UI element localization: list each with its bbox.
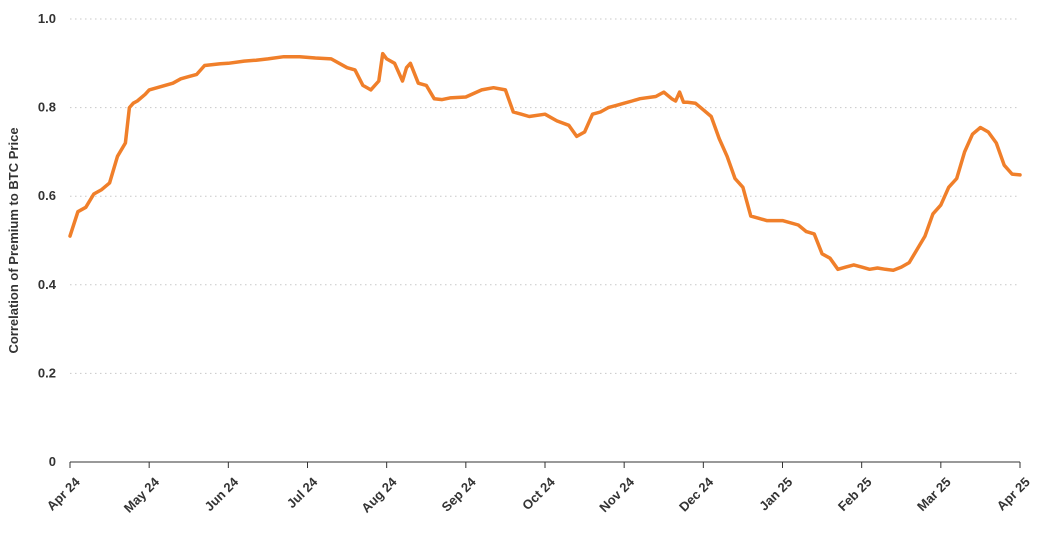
x-tick-label: Mar 25 [914, 474, 954, 514]
x-tick-label: Aug 24 [358, 474, 400, 516]
x-tick-label: Jul 24 [284, 474, 321, 511]
gridlines [70, 18, 1020, 374]
y-tick-label: 0.2 [38, 365, 56, 380]
x-tick-label: Sep 24 [438, 474, 479, 515]
y-tick-label: 0 [49, 454, 56, 469]
y-tick-label: 0.4 [38, 277, 57, 292]
x-tick-label: Feb 25 [835, 474, 875, 514]
series-line [68, 51, 1022, 272]
series-layer [68, 51, 1022, 272]
y-tick-label: 1.0 [38, 11, 56, 26]
y-axis-title: Correlation of Premium to BTC Price [6, 127, 21, 353]
x-tick-label: Nov 24 [596, 474, 637, 515]
y-tick-label: 0.6 [38, 188, 56, 203]
x-tick-label: Apr 25 [994, 474, 1033, 513]
x-tick-label: Jun 24 [202, 474, 242, 514]
x-tick-label: Dec 24 [676, 474, 717, 515]
x-tick-label: Apr 24 [44, 474, 84, 514]
y-tick-label: 0.8 [38, 100, 56, 115]
y-tick-labels: 0 0.2 0.4 0.6 0.8 1.0 [38, 11, 57, 469]
x-tick-label: Oct 24 [519, 474, 558, 513]
x-tick-label: May 24 [121, 474, 163, 516]
x-tick-label: Jan 25 [756, 474, 795, 513]
x-tick-labels: Apr 24 May 24 Jun 24 Jul 24 Aug 24 Sep 24 Oct … [44, 462, 1033, 516]
